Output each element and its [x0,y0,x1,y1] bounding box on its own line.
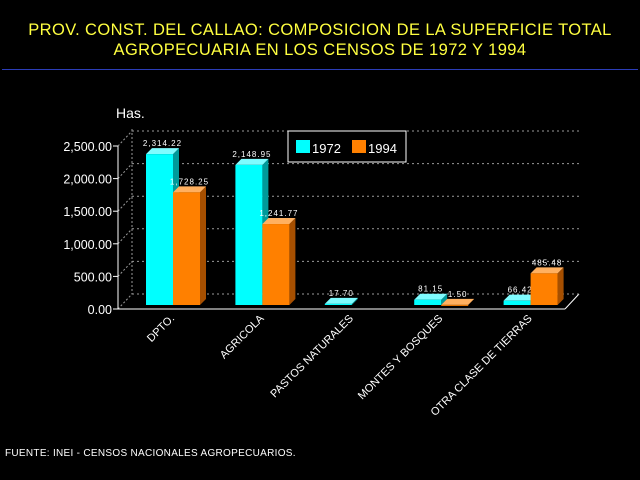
bar-1972 [324,303,352,305]
data-label: 17.70 [329,289,354,298]
bar-top [414,293,448,300]
bar-side [441,293,448,305]
title-line-2: AGROPECUARIA EN LOS CENSOS DE 1972 Y 199… [113,41,527,59]
y-tick-label: 2,500.00 [63,140,112,154]
bar-1972 [146,154,173,305]
bar-1994 [173,192,200,305]
data-label: 485.48 [532,258,562,267]
bar-1972 [414,299,442,305]
data-label: 2,314.22 [143,139,182,148]
bar-side [289,218,296,305]
bar-1972 [503,300,531,305]
data-label: 1,728.25 [170,177,209,186]
axis-depth-tick [117,293,133,310]
title-divider [2,69,638,70]
bar-top [173,186,206,193]
legend-swatch-1972 [296,140,310,153]
legend-label: 1994 [368,141,397,156]
bar-1972 [235,164,263,305]
y-tick-label: 0.00 [88,303,112,317]
bar-top [262,218,296,225]
y-tick-label: 2,000.00 [63,173,112,187]
data-label: 81.15 [418,285,443,294]
bar-top [503,294,537,301]
bar-top [146,148,179,155]
axis-depth-tick [117,261,133,277]
title-line-1: PROV. CONST. DEL CALLAO: COMPOSICION DE … [28,21,612,39]
y-tick-label: 1,000.00 [63,238,112,252]
x-category-label: PASTOS NATURALES [268,313,356,401]
legend-label: 1972 [312,141,341,156]
axis-depth-tick [117,228,133,245]
bar-top [441,298,475,305]
chart-title: PROV. CONST. DEL CALLAO: COMPOSICION DE … [0,20,640,60]
legend-swatch-1994 [352,140,366,153]
bar-side [200,186,206,305]
x-category-label: OTRA CLASE DE TIERRAS [429,313,535,419]
bar-1994 [441,304,469,306]
y-tick-label: 500.00 [74,270,112,284]
x-category-label: DPTO. [145,313,177,345]
x-category-label: MONTES Y BOSQUES [356,313,445,402]
bar-side [468,298,475,305]
bar-top [530,267,564,274]
data-label: 66.42 [508,286,533,295]
axis-depth-tick [117,163,133,179]
bar-1994 [262,224,290,305]
y-axis-label: Has. [116,105,145,121]
axis-depth-tick [117,130,133,147]
source-note: FUENTE: INEI - CENSOS NACIONALES AGROPEC… [5,448,296,459]
bar-1994 [530,273,558,305]
x-category-label: AGRICOLA [218,312,267,361]
bar-top [235,158,269,165]
y-tick-label: 1,500.00 [63,205,112,219]
data-label: 2,148.95 [232,150,271,159]
floor-right-edge [564,293,580,310]
data-label: 1.50 [448,290,468,299]
axis-depth-tick [117,195,133,212]
bar-side [351,297,358,305]
bar-side [557,267,564,305]
bar-top [324,297,358,304]
data-label: 1,241.77 [259,209,298,218]
